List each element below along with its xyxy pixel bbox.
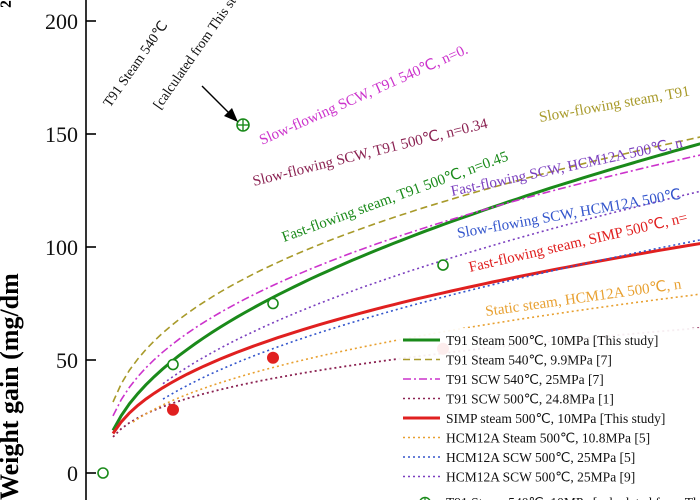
y-axis-label: Weight gain (mg/dm (0, 273, 24, 500)
legend-entry-5: HCM12A Steam 500℃, 10.8MPa [5] (446, 431, 650, 446)
series-line-0 (111, 142, 700, 432)
legend-entry-6: HCM12A SCW 500℃, 25MPa [5] (446, 450, 635, 465)
calculated-point-marker (236, 118, 250, 132)
series-line-4 (111, 242, 700, 435)
data-point-open-3 (437, 259, 449, 271)
series-line-1 (112, 136, 700, 403)
series-layer (111, 136, 700, 438)
data-point-open-2 (267, 297, 279, 310)
legend-entry-4: SIMP steam 500℃, 10MPa [This study] (446, 411, 665, 426)
y-axis-label-unit-tail: ²) (0, 0, 24, 8)
curve-label-t91-steam-540: Slow-flowing steam, T91 (538, 84, 691, 126)
legend: T91 Steam 500℃, 10MPa [This study] T91 St… (397, 328, 700, 500)
legend-entry-0: T91 Steam 500℃, 10MPa [This study] (446, 333, 658, 348)
y-tick-label-4: 200 (45, 9, 78, 34)
curve-labels: Slow-flowing SCW, T91 540℃, n=0. Slow-fl… (251, 42, 691, 320)
annotation-line-2: [calculated from This study] (151, 0, 254, 112)
legend-entry-8: T91 Steam 540℃, 10MPa [calculated from T… (446, 495, 700, 500)
annotation-arrow-shaft (201, 85, 233, 117)
data-point-filled-0 (167, 403, 179, 416)
legend-entry-1: T91 Steam 540℃, 9.9MPa [7] (446, 353, 612, 368)
y-tick-label-3: 150 (45, 122, 78, 147)
annotation-arrowhead (224, 108, 238, 122)
data-point-filled-1 (267, 351, 279, 364)
y-ticks: 0 50 100 150 200 (45, 9, 96, 486)
legend-box (397, 328, 700, 500)
legend-entry-3: T91 SCW 500℃, 24.8MPa [1] (446, 392, 614, 407)
legend-entry-2: T91 SCW 540℃, 25MPa [7] (446, 372, 604, 387)
data-point-open-0 (97, 467, 109, 479)
y-tick-label-2: 100 (45, 235, 78, 260)
series-line-6 (162, 239, 700, 400)
series-line-5 (132, 293, 700, 423)
data-point-open-1 (167, 358, 179, 371)
series-line-7 (162, 190, 700, 385)
curve-label-hcm12a-steam: Static steam, HCM12A 500℃, n (484, 277, 682, 320)
legend-entry-7: HCM12A SCW 500℃, 25MPa [9] (446, 470, 635, 485)
y-tick-label-1: 50 (56, 348, 78, 373)
y-tick-label-0: 0 (67, 461, 78, 486)
annotation-calculated: T91 Steam 540℃ [calculated from This stu… (101, 0, 254, 122)
series-line-2 (112, 154, 700, 417)
